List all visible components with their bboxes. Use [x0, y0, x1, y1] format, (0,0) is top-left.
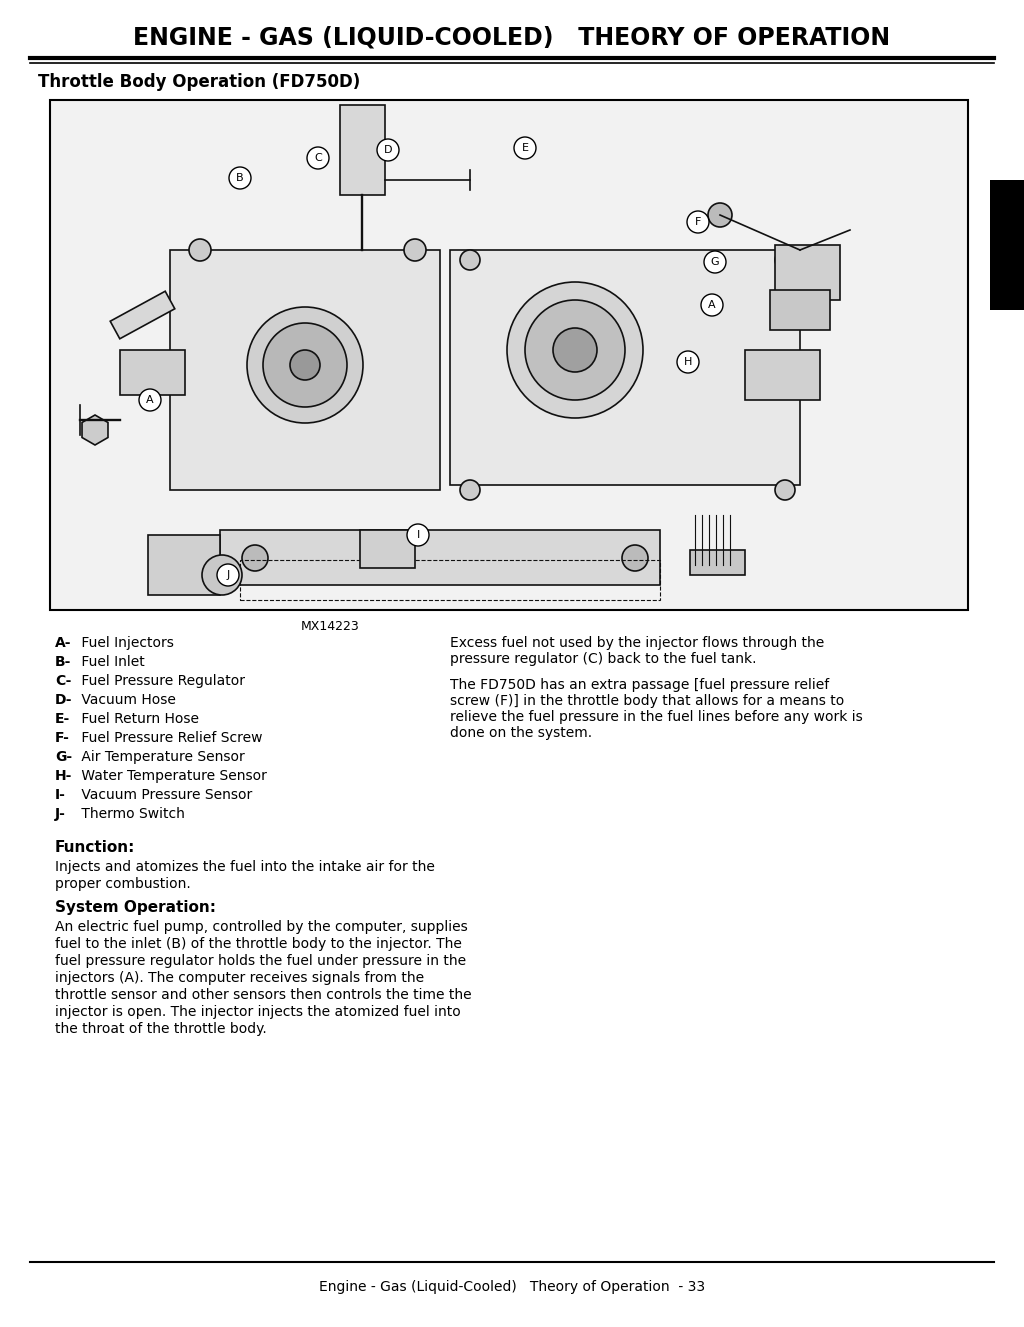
- Circle shape: [377, 139, 399, 161]
- Text: Fuel Inlet: Fuel Inlet: [77, 656, 144, 669]
- Circle shape: [247, 307, 362, 423]
- Text: H: H: [684, 357, 692, 368]
- Text: D: D: [384, 145, 392, 155]
- Bar: [340, 105, 385, 195]
- Text: throttle sensor and other sensors then controls the time the: throttle sensor and other sensors then c…: [55, 989, 472, 1002]
- Circle shape: [263, 322, 347, 407]
- Text: E: E: [521, 143, 528, 153]
- Circle shape: [404, 239, 426, 261]
- Circle shape: [189, 544, 211, 567]
- Text: Water Temperature Sensor: Water Temperature Sensor: [77, 770, 267, 783]
- Text: H-: H-: [55, 770, 73, 783]
- Text: J: J: [226, 571, 229, 580]
- Text: the throat of the throttle body.: the throat of the throttle body.: [55, 1022, 266, 1036]
- Circle shape: [514, 137, 536, 159]
- Text: done on the system.: done on the system.: [450, 726, 592, 740]
- Text: A-: A-: [55, 636, 72, 650]
- Text: I: I: [417, 529, 420, 540]
- Circle shape: [242, 545, 268, 571]
- Bar: [148, 535, 220, 594]
- Bar: [220, 529, 660, 585]
- Text: injectors (A). The computer receives signals from the: injectors (A). The computer receives sig…: [55, 971, 424, 985]
- Text: injector is open. The injector injects the atomized fuel into: injector is open. The injector injects t…: [55, 1005, 461, 1019]
- Bar: [240, 560, 660, 600]
- Bar: [360, 529, 415, 568]
- Bar: [775, 245, 840, 300]
- Text: I-: I-: [55, 788, 66, 802]
- Circle shape: [775, 480, 795, 500]
- Text: Fuel Injectors: Fuel Injectors: [77, 636, 174, 650]
- Circle shape: [139, 389, 161, 411]
- Bar: [120, 350, 185, 395]
- Text: E-: E-: [55, 713, 71, 726]
- Text: Throttle Body Operation (FD750D): Throttle Body Operation (FD750D): [38, 73, 360, 92]
- Text: G: G: [711, 257, 719, 267]
- Text: MX14223: MX14223: [301, 620, 359, 633]
- Circle shape: [705, 251, 726, 273]
- Circle shape: [460, 480, 480, 500]
- Circle shape: [677, 352, 699, 373]
- Text: B-: B-: [55, 656, 72, 669]
- Bar: [50, 100, 968, 610]
- Text: A: A: [709, 300, 716, 311]
- Bar: [745, 350, 820, 399]
- Circle shape: [708, 203, 732, 227]
- FancyArrow shape: [111, 291, 175, 338]
- Text: proper combustion.: proper combustion.: [55, 877, 190, 890]
- Circle shape: [775, 249, 795, 269]
- Bar: [170, 249, 440, 490]
- Circle shape: [290, 350, 319, 380]
- Text: Function:: Function:: [55, 840, 135, 855]
- Text: System Operation:: System Operation:: [55, 900, 216, 916]
- Bar: [690, 549, 745, 575]
- Text: A: A: [146, 395, 154, 405]
- Circle shape: [404, 544, 426, 567]
- Circle shape: [217, 564, 239, 587]
- Circle shape: [189, 239, 211, 261]
- Circle shape: [507, 283, 643, 418]
- Text: Vacuum Hose: Vacuum Hose: [77, 693, 176, 707]
- Text: Fuel Return Hose: Fuel Return Hose: [77, 713, 199, 726]
- Text: Engine - Gas (Liquid-Cooled)   Theory of Operation  - 33: Engine - Gas (Liquid-Cooled) Theory of O…: [318, 1281, 706, 1294]
- Text: ENGINE - GAS (LIQUID-COOLED)   THEORY OF OPERATION: ENGINE - GAS (LIQUID-COOLED) THEORY OF O…: [133, 27, 891, 50]
- Text: F: F: [695, 218, 701, 227]
- Text: F-: F-: [55, 731, 70, 744]
- Text: J-: J-: [55, 807, 66, 821]
- Circle shape: [307, 147, 329, 169]
- Circle shape: [553, 328, 597, 372]
- Text: D-: D-: [55, 693, 73, 707]
- Text: Fuel Pressure Relief Screw: Fuel Pressure Relief Screw: [77, 731, 262, 744]
- Text: Excess fuel not used by the injector flows through the: Excess fuel not used by the injector flo…: [450, 636, 824, 650]
- Text: pressure regulator (C) back to the fuel tank.: pressure regulator (C) back to the fuel …: [450, 652, 757, 666]
- Text: Fuel Pressure Regulator: Fuel Pressure Regulator: [77, 674, 245, 687]
- Text: Thermo Switch: Thermo Switch: [77, 807, 185, 821]
- Circle shape: [460, 249, 480, 269]
- Circle shape: [701, 295, 723, 316]
- Text: An electric fuel pump, controlled by the computer, supplies: An electric fuel pump, controlled by the…: [55, 920, 468, 934]
- Circle shape: [622, 545, 648, 571]
- Text: Injects and atomizes the fuel into the intake air for the: Injects and atomizes the fuel into the i…: [55, 860, 435, 874]
- Text: screw (F)] in the throttle body that allows for a means to: screw (F)] in the throttle body that all…: [450, 694, 844, 709]
- Bar: [990, 180, 1024, 311]
- Text: fuel pressure regulator holds the fuel under pressure in the: fuel pressure regulator holds the fuel u…: [55, 954, 466, 967]
- Circle shape: [202, 555, 242, 594]
- Text: C-: C-: [55, 674, 72, 687]
- Circle shape: [525, 300, 625, 399]
- Text: G-: G-: [55, 750, 72, 764]
- Text: relieve the fuel pressure in the fuel lines before any work is: relieve the fuel pressure in the fuel li…: [450, 710, 863, 725]
- Circle shape: [687, 211, 709, 234]
- Text: C: C: [314, 153, 322, 163]
- Text: Vacuum Pressure Sensor: Vacuum Pressure Sensor: [77, 788, 252, 802]
- Circle shape: [229, 167, 251, 188]
- Text: fuel to the inlet (B) of the throttle body to the injector. The: fuel to the inlet (B) of the throttle bo…: [55, 937, 462, 951]
- Circle shape: [407, 524, 429, 545]
- Bar: [770, 291, 830, 330]
- Text: B: B: [237, 173, 244, 183]
- Bar: [450, 249, 800, 484]
- Text: The FD750D has an extra passage [fuel pressure relief: The FD750D has an extra passage [fuel pr…: [450, 678, 829, 691]
- Polygon shape: [82, 415, 108, 445]
- Text: Air Temperature Sensor: Air Temperature Sensor: [77, 750, 245, 764]
